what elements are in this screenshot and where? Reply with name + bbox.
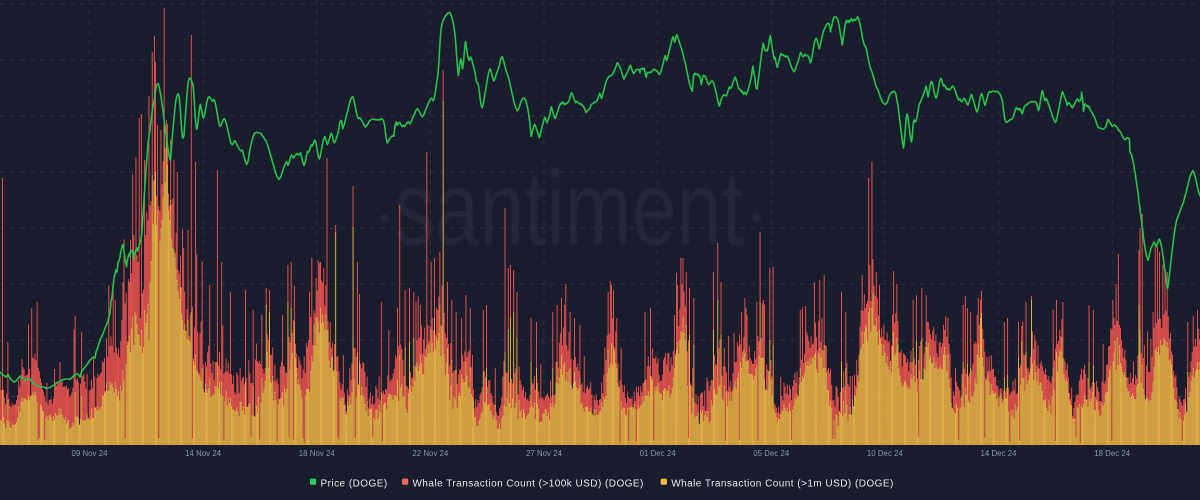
svg-text:22 Nov 24: 22 Nov 24 — [412, 449, 449, 458]
svg-text:10 Dec 24: 10 Dec 24 — [867, 449, 904, 458]
svg-text:05 Dec 24: 05 Dec 24 — [753, 449, 790, 458]
svg-text:14 Nov 24: 14 Nov 24 — [185, 449, 222, 458]
svg-text:09 Nov 24: 09 Nov 24 — [72, 449, 109, 458]
svg-text:18 Dec 24: 18 Dec 24 — [1094, 449, 1131, 458]
svg-text:18 Nov 24: 18 Nov 24 — [299, 449, 336, 458]
svg-text:Whale Transaction Count (>100k: Whale Transaction Count (>100k USD) (DOG… — [413, 478, 644, 489]
svg-text:Whale Transaction Count (>1m U: Whale Transaction Count (>1m USD) (DOGE) — [671, 478, 894, 489]
svg-text:27 Nov 24: 27 Nov 24 — [526, 449, 563, 458]
svg-text:santiment: santiment — [394, 151, 744, 268]
svg-text:01 Dec 24: 01 Dec 24 — [640, 449, 677, 458]
svg-text:Price (DOGE): Price (DOGE) — [321, 478, 388, 489]
svg-text:14 Dec 24: 14 Dec 24 — [981, 449, 1018, 458]
